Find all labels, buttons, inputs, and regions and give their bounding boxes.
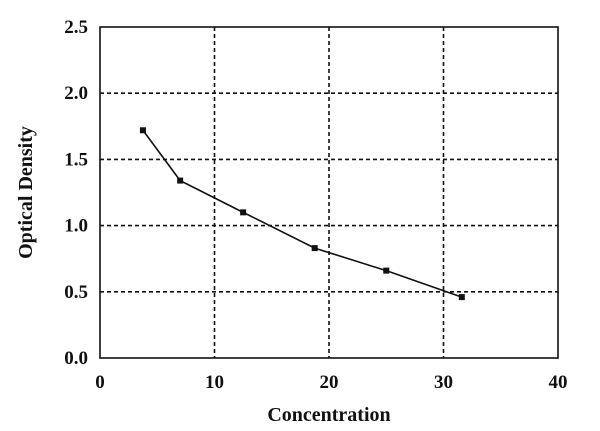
- x-tick-label: 30: [434, 372, 453, 393]
- data-point-0: [139, 127, 146, 134]
- y-tick-label: 0.5: [64, 282, 88, 303]
- data-point-1: [177, 177, 184, 184]
- y-tick-label: 0.0: [64, 348, 88, 369]
- data-point-3: [311, 245, 318, 252]
- y-axis-title: Optical Density: [15, 126, 37, 259]
- x-tick-label: 0: [95, 372, 105, 393]
- x-tick-label: 10: [205, 372, 224, 393]
- y-tick-label: 1.0: [64, 216, 88, 237]
- data-point-2: [240, 209, 247, 216]
- series-layer: [139, 127, 465, 301]
- grid-lines: [100, 27, 558, 358]
- y-tick-label: 1.5: [64, 149, 88, 170]
- plot-area: [99, 26, 559, 359]
- data-point-5: [458, 294, 465, 301]
- series-line: [142, 129, 463, 298]
- x-axis-title: Concentration: [267, 404, 390, 426]
- x-tick-label: 20: [320, 372, 339, 393]
- y-tick-label: 2.0: [64, 83, 88, 104]
- data-point-4: [383, 267, 390, 274]
- tick-labels: 0 10 20 30 40 0.0 0.5 1.0 1.5 2.0 2.5: [64, 17, 567, 393]
- y-tick-label: 2.5: [64, 17, 88, 38]
- x-tick-label: 40: [549, 372, 568, 393]
